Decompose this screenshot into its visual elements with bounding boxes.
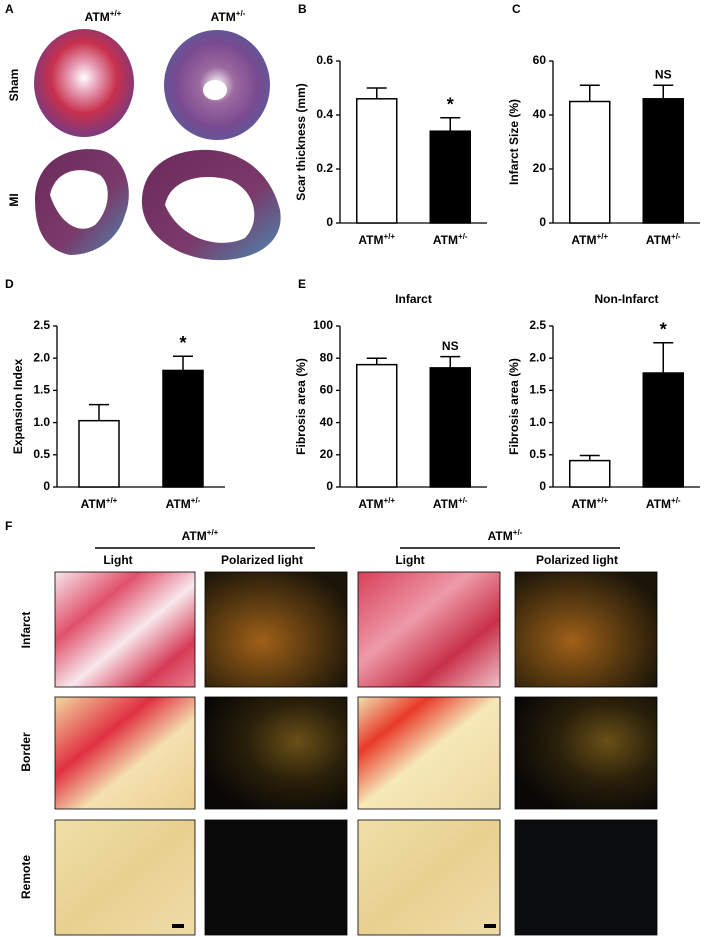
y-tick-label: 0 xyxy=(326,479,333,493)
bar xyxy=(569,100,611,224)
micrograph xyxy=(514,819,658,936)
micrograph-grid xyxy=(54,571,658,936)
scale-bar xyxy=(484,924,496,928)
row-label: Remote xyxy=(19,855,33,899)
significance-label: NS xyxy=(655,67,672,81)
micrograph xyxy=(204,571,348,688)
y-tick-label: 1.5 xyxy=(33,383,50,397)
y-tick-label: 40 xyxy=(320,415,334,429)
group-label: ATM+/- xyxy=(488,528,523,544)
column-label: ATM+/+ xyxy=(85,9,122,25)
column-label: ATM+/- xyxy=(211,9,246,25)
y-axis-label: Infarct Size (%) xyxy=(507,99,521,185)
bar xyxy=(78,419,120,488)
micrograph xyxy=(357,696,501,810)
y-tick-label: 2.5 xyxy=(33,318,50,332)
panel-letter: C xyxy=(512,2,521,16)
micrograph xyxy=(514,571,658,688)
heart-lumen xyxy=(50,170,108,229)
y-tick-label: 0.2 xyxy=(316,161,333,175)
x-tick-label: ATM+/+ xyxy=(81,496,118,512)
x-tick-label: ATM+/- xyxy=(166,496,201,512)
y-axis-label: Fibrosis area (%) xyxy=(507,358,521,455)
y-tick-label: 0.5 xyxy=(33,447,50,461)
column-label: Light xyxy=(103,553,132,567)
micrograph xyxy=(54,696,196,810)
x-tick-label: ATM+/- xyxy=(646,232,681,248)
y-tick-label: 40 xyxy=(533,107,547,121)
y-tick-label: 60 xyxy=(320,383,334,397)
micrograph xyxy=(54,819,196,936)
y-tick-label: 0.6 xyxy=(316,53,333,67)
bar xyxy=(356,98,398,224)
x-tick-label: ATM+/- xyxy=(433,232,468,248)
bar xyxy=(569,459,611,488)
row-label: MI xyxy=(7,193,21,206)
y-tick-label: 2.0 xyxy=(33,350,50,364)
x-tick-label: ATM+/+ xyxy=(571,496,608,512)
row-label: Infarct xyxy=(19,612,33,649)
panel-letter: A xyxy=(5,2,14,16)
column-label: Polarized light xyxy=(221,553,303,567)
x-tick-label: ATM+/- xyxy=(646,496,681,512)
chart-title: Non-Infarct xyxy=(595,292,659,306)
micrograph xyxy=(204,696,348,810)
y-tick-label: 0 xyxy=(326,215,333,229)
y-tick-label: 80 xyxy=(320,350,334,364)
y-tick-label: 60 xyxy=(533,53,547,67)
y-tick-label: 2.5 xyxy=(529,318,546,332)
y-tick-label: 0.5 xyxy=(529,447,546,461)
chart-title: Infarct xyxy=(395,292,432,306)
y-tick-label: 1.5 xyxy=(529,383,546,397)
significance-label: * xyxy=(660,319,667,339)
y-tick-label: 20 xyxy=(533,161,547,175)
column-label: Light xyxy=(395,553,424,567)
y-axis-label: Scar thickness (mm) xyxy=(294,83,308,200)
scale-bar xyxy=(172,924,184,928)
bar xyxy=(429,130,471,224)
column-label: Polarized light xyxy=(536,553,618,567)
bar xyxy=(642,98,684,224)
y-tick-label: 0 xyxy=(539,215,546,229)
significance-label: * xyxy=(179,333,186,353)
significance-label: NS xyxy=(442,339,459,353)
x-tick-label: ATM+/+ xyxy=(571,232,608,248)
row-label: Sham xyxy=(7,69,21,102)
bar xyxy=(356,363,398,488)
heart-lumen xyxy=(165,177,255,243)
panel-letter: B xyxy=(298,2,307,16)
y-tick-label: 0 xyxy=(43,479,50,493)
panel-letter: D xyxy=(5,277,14,291)
micrograph xyxy=(54,571,196,688)
bar xyxy=(162,369,204,488)
y-tick-label: 1.0 xyxy=(33,415,50,429)
heart-lumen xyxy=(203,80,227,100)
y-axis-label: Expansion Index xyxy=(11,358,25,454)
x-tick-label: ATM+/+ xyxy=(358,232,395,248)
micrograph xyxy=(514,696,658,810)
x-tick-label: ATM+/+ xyxy=(358,496,395,512)
micrograph xyxy=(357,819,501,936)
micrograph xyxy=(204,819,348,936)
panel-letter: F xyxy=(5,519,12,533)
y-tick-label: 2.0 xyxy=(529,350,546,364)
row-label: Border xyxy=(19,732,33,772)
y-tick-label: 0 xyxy=(539,479,546,493)
bar xyxy=(642,372,684,488)
micrograph xyxy=(357,571,501,688)
panel-letter: E xyxy=(298,277,306,291)
y-tick-label: 1.0 xyxy=(529,415,546,429)
group-label: ATM+/+ xyxy=(182,528,219,544)
x-tick-label: ATM+/- xyxy=(433,496,468,512)
y-tick-label: 100 xyxy=(313,318,333,332)
bar xyxy=(429,367,471,488)
y-tick-label: 0.4 xyxy=(316,107,333,121)
significance-label: * xyxy=(447,94,454,114)
y-axis-label: Fibrosis area (%) xyxy=(294,358,308,455)
y-tick-label: 20 xyxy=(320,447,334,461)
heart-section-image xyxy=(34,29,134,137)
